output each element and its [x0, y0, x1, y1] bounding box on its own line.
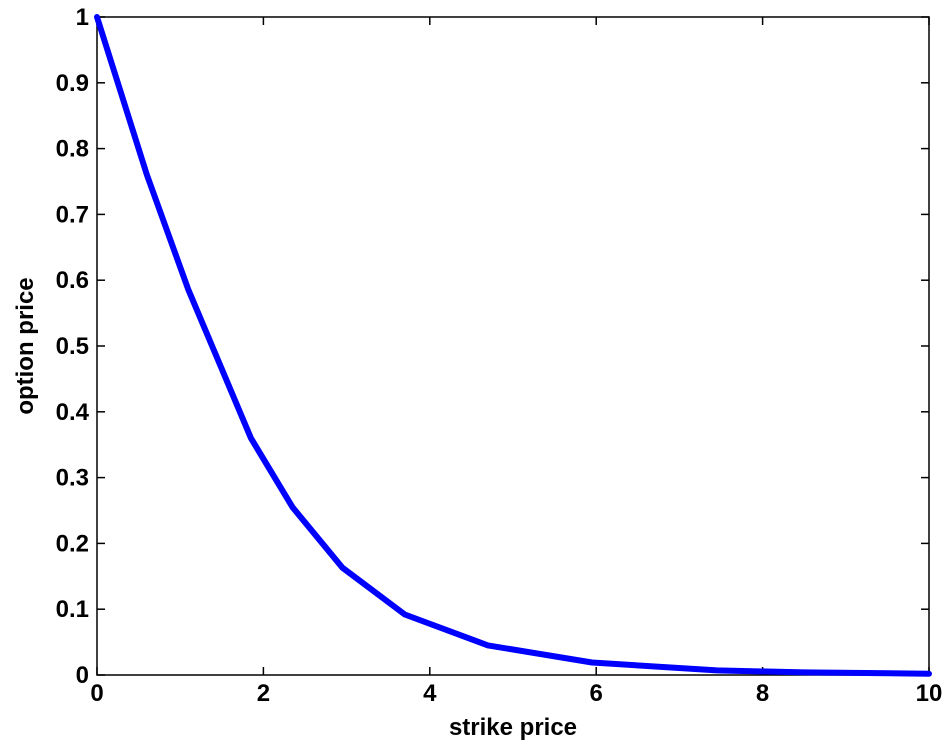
x-tick-label: 8	[756, 680, 769, 707]
x-tick-label: 2	[257, 680, 270, 707]
y-tick-label: 0.1	[56, 596, 89, 623]
y-tick-label: 0.3	[56, 465, 89, 492]
plot-frame	[96, 16, 930, 676]
y-tick-label: 0.5	[56, 333, 89, 360]
y-tick-label: 0.8	[56, 136, 89, 163]
x-tick-label: 0	[90, 680, 103, 707]
y-ticks: 0 0.1 0.2 0.3 0.4 0.5 0.6 0.7 0.8 0.9 1	[56, 4, 929, 689]
y-tick-label: 0.6	[56, 267, 89, 294]
y-tick-label: 0.7	[56, 201, 89, 228]
x-tick-label: 4	[423, 680, 437, 707]
series-layer	[94, 14, 932, 677]
y-axis-label: option price	[12, 277, 39, 414]
y-tick-label: 0	[76, 662, 89, 689]
y-tick-label: 0.2	[56, 530, 89, 557]
x-tick-label: 10	[916, 680, 943, 707]
x-ticks: 0 2 4 6 8 10	[90, 17, 942, 707]
x-tick-label: 6	[590, 680, 603, 707]
x-axis-label: strike price	[449, 714, 577, 741]
y-tick-label: 0.9	[56, 70, 89, 97]
series-line	[94, 14, 932, 677]
y-tick-label: 0.4	[56, 399, 90, 426]
y-tick-label: 1	[76, 4, 89, 31]
